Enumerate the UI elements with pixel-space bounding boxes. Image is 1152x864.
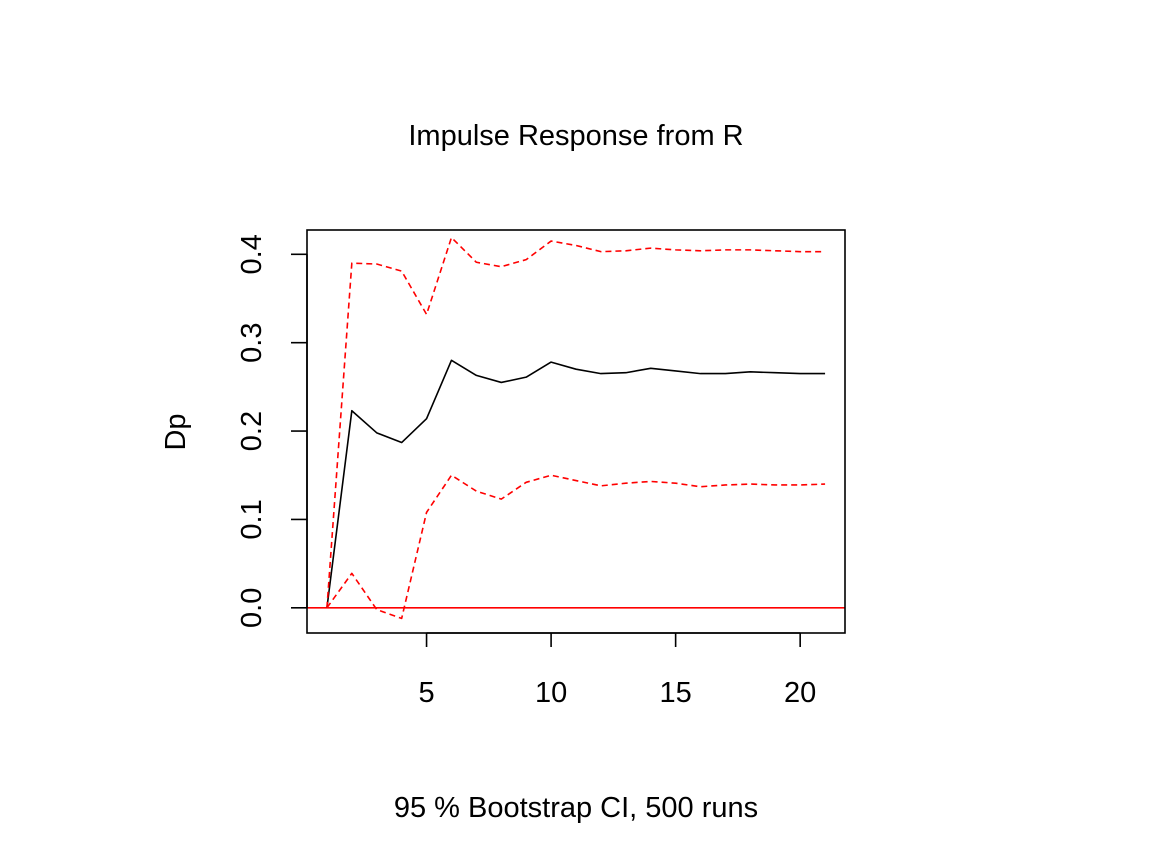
y-tick-label: 0.1 <box>236 499 268 539</box>
y-tick-label: 0.3 <box>236 323 268 363</box>
x-axis-label: 95 % Bootstrap CI, 500 runs <box>394 792 758 824</box>
x-tick-label: 15 <box>659 677 691 709</box>
plot-layer: 5 10 15 20 0.0 0.1 0.2 0.3 0.4 <box>236 234 845 709</box>
y-tick-label: 0.4 <box>236 234 268 274</box>
series-line-upper <box>326 236 826 608</box>
x-tick-label: 5 <box>418 677 434 709</box>
x-tick-label: 20 <box>784 677 816 709</box>
series-line-lower <box>326 474 826 620</box>
y-tick-label: 0.2 <box>236 411 268 451</box>
chart-title: Impulse Response from R <box>408 120 743 152</box>
x-tick-label: 10 <box>535 677 567 709</box>
series-line-response <box>326 359 826 608</box>
y-axis-label: Dp <box>160 413 192 450</box>
y-tick-label: 0.0 <box>236 588 268 628</box>
plot-frame <box>306 229 846 634</box>
